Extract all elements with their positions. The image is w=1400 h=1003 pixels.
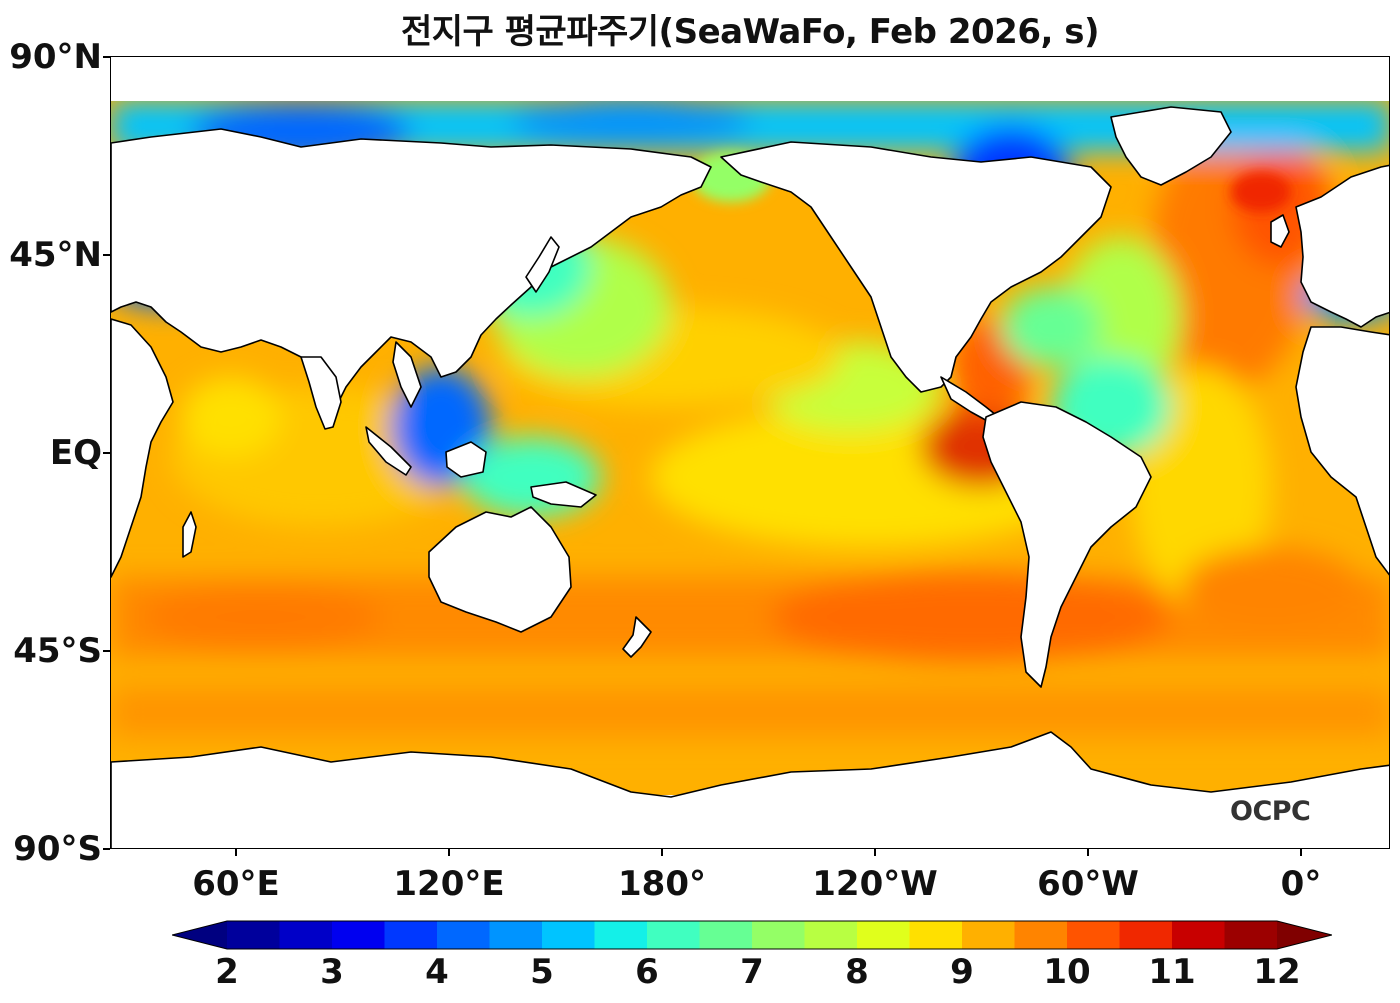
madagascar-land <box>182 511 197 558</box>
continents <box>111 106 1389 848</box>
japan-land <box>525 236 560 293</box>
uk-land <box>1270 214 1290 248</box>
west-africa-land <box>1295 326 1389 576</box>
lon-tickmark <box>1300 849 1302 856</box>
lat-tick-90n: 90°N <box>9 37 102 77</box>
colorbar-tick-label: 6 <box>635 952 659 992</box>
colorbar-segment <box>1119 921 1173 949</box>
europe-land <box>1295 164 1389 328</box>
southeast-asia-land <box>392 341 422 408</box>
colorbar-tick-label: 5 <box>530 952 554 992</box>
colorbar-outline <box>172 920 1332 950</box>
colorbar-segment <box>1172 921 1226 949</box>
wave-period-field <box>111 101 1389 795</box>
colorbar-segment <box>857 921 911 949</box>
colorbar-tick-label: 9 <box>950 952 974 992</box>
colorbar-tick-label: 11 <box>1148 952 1196 992</box>
new-guinea-land <box>530 481 597 508</box>
lon-tickmark <box>235 849 237 856</box>
colorbar-tick-label: 7 <box>740 952 764 992</box>
lat-tickmark <box>103 56 110 58</box>
colorbar-segment <box>752 921 806 949</box>
colorbar-segment <box>542 921 596 949</box>
lat-tick-90s: 90°S <box>13 829 102 869</box>
north-america-land <box>720 141 1112 393</box>
africa-land <box>111 318 174 578</box>
lon-tickmark <box>661 849 663 856</box>
india-land <box>300 356 342 430</box>
borneo-land <box>445 441 487 478</box>
colorbar-tick-label: 2 <box>215 952 239 992</box>
map-title: 전지구 평균파주기(SeaWaFo, Feb 2026, s) <box>400 12 1100 52</box>
colorbar-tick-label: 3 <box>320 952 344 992</box>
lat-tickmark <box>103 452 110 454</box>
colorbar-extend-min <box>172 921 227 949</box>
colorbar-tick-label: 12 <box>1253 952 1301 992</box>
colorbar-segment <box>332 921 386 949</box>
colorbar-segment <box>384 921 438 949</box>
lon-tick-120w: 120°W <box>812 864 938 904</box>
colorbar-segment <box>1224 921 1278 949</box>
lon-tick-0: 0° <box>1280 864 1322 904</box>
greenland-land <box>1110 106 1232 186</box>
colorbar-segment <box>437 921 491 949</box>
lon-tick-60e: 60°E <box>192 864 280 904</box>
new-zealand-land <box>622 616 652 658</box>
lat-tick-45s: 45°S <box>13 631 102 671</box>
ocpc-logo: OCPC <box>1230 796 1311 827</box>
colorbar-segment <box>227 921 281 949</box>
colorbar-tick-label: 8 <box>845 952 869 992</box>
eurasia-land <box>111 128 712 423</box>
colorbar-segment <box>647 921 701 949</box>
wave-period-map <box>110 56 1390 849</box>
colorbar-segment <box>699 921 753 949</box>
lon-tick-180: 180° <box>618 864 706 904</box>
lat-tick-eq: EQ <box>49 433 102 473</box>
colorbar <box>172 920 1332 950</box>
lat-tickmark <box>103 254 110 256</box>
colorbar-segment <box>1067 921 1121 949</box>
colorbar-segment <box>1014 921 1068 949</box>
colorbar-segment <box>909 921 963 949</box>
antarctica-land <box>111 731 1389 848</box>
colorbar-extend-max <box>1277 921 1332 949</box>
lon-tickmark <box>448 849 450 856</box>
lon-tickmark <box>1087 849 1089 856</box>
lon-tick-120e: 120°E <box>393 864 505 904</box>
lat-tickmark <box>103 848 110 850</box>
colorbar-segment <box>594 921 648 949</box>
south-america-land <box>982 401 1152 688</box>
lat-tick-45n: 45°N <box>9 235 102 275</box>
colorbar-segment <box>279 921 333 949</box>
colorbar-segments <box>172 920 1332 950</box>
map-svg <box>111 101 1389 848</box>
colorbar-tick-label: 4 <box>425 952 449 992</box>
lon-tickmark <box>874 849 876 856</box>
colorbar-tick-label: 10 <box>1043 952 1091 992</box>
colorbar-segment <box>962 921 1016 949</box>
colorbar-segment <box>489 921 543 949</box>
sumatra-land <box>365 426 412 476</box>
australia-land <box>428 506 572 633</box>
lat-tickmark <box>103 650 110 652</box>
lon-tick-60w: 60°W <box>1037 864 1139 904</box>
colorbar-segment <box>804 921 858 949</box>
